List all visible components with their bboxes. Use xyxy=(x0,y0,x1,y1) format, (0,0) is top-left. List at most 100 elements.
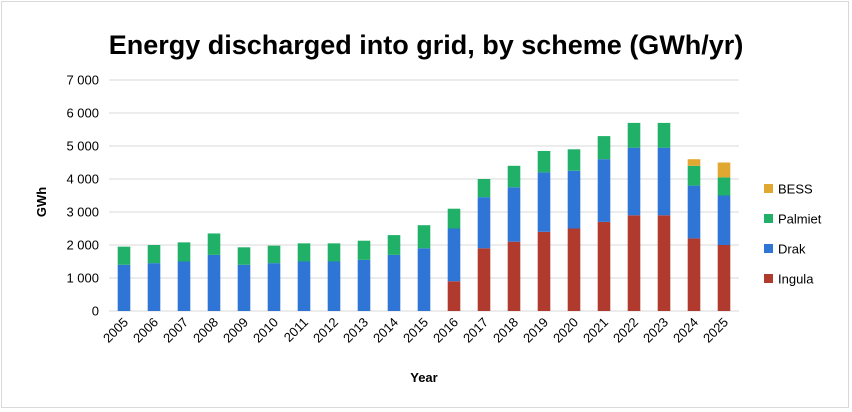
bar-ingula-2020 xyxy=(567,228,581,311)
bar-drak-2018 xyxy=(507,187,521,242)
y-tick-label: 7 000 xyxy=(66,73,99,88)
x-tick-label: 2015 xyxy=(400,315,431,346)
bar-ingula-2019 xyxy=(537,231,551,311)
y-tick-label: 2 000 xyxy=(66,238,99,253)
y-tick-label: 5 000 xyxy=(66,139,99,154)
bar-ingula-2022 xyxy=(627,215,641,311)
x-tick-label: 2019 xyxy=(520,315,551,346)
legend-swatch-drak xyxy=(764,244,773,253)
legend-label-palmiet: Palmiet xyxy=(778,212,822,227)
bar-drak-2014 xyxy=(387,254,401,311)
bar-ingula-2017 xyxy=(477,248,491,311)
bar-drak-2020 xyxy=(567,170,581,229)
x-tick-label: 2014 xyxy=(370,315,401,346)
x-tick-label: 2016 xyxy=(430,315,461,346)
bar-drak-2017 xyxy=(477,197,491,249)
x-tick-label: 2020 xyxy=(550,315,581,346)
bar-drak-2019 xyxy=(537,172,551,232)
bar-drak-2006 xyxy=(147,263,161,311)
bar-ingula-2016 xyxy=(447,281,461,311)
bar-drak-2023 xyxy=(657,147,671,216)
legend-swatch-palmiet xyxy=(764,214,773,223)
bar-ingula-2023 xyxy=(657,215,671,311)
bar-drak-2011 xyxy=(297,261,311,311)
bar-palmiet-2010 xyxy=(267,245,281,264)
legend-label-bess: BESS xyxy=(778,182,813,197)
bars xyxy=(117,122,731,311)
x-axis-label: Year xyxy=(410,370,437,385)
bar-drak-2013 xyxy=(357,259,371,311)
x-tick-label: 2011 xyxy=(281,315,311,345)
x-tick-label: 2007 xyxy=(160,315,191,346)
bar-palmiet-2014 xyxy=(387,235,401,255)
x-tick-label: 2009 xyxy=(220,315,251,346)
x-tick-label: 2021 xyxy=(580,315,611,346)
bar-palmiet-2016 xyxy=(447,208,461,229)
bar-palmiet-2011 xyxy=(297,243,311,262)
x-tick-label: 2013 xyxy=(340,315,371,346)
x-tick-label: 2024 xyxy=(670,315,701,346)
bar-bess-2025 xyxy=(717,162,731,178)
bar-palmiet-2015 xyxy=(417,225,431,249)
x-tick-label: 2006 xyxy=(130,315,161,346)
bar-palmiet-2021 xyxy=(597,136,611,160)
bar-palmiet-2023 xyxy=(657,122,671,148)
bar-palmiet-2009 xyxy=(237,247,251,265)
bar-palmiet-2008 xyxy=(207,233,221,255)
bar-ingula-2024 xyxy=(687,238,701,311)
legend-label-drak: Drak xyxy=(778,242,806,257)
x-tick-label: 2010 xyxy=(250,315,281,346)
x-tick-label: 2017 xyxy=(460,315,491,346)
bar-palmiet-2020 xyxy=(567,149,581,171)
bar-palmiet-2022 xyxy=(627,122,641,148)
bar-ingula-2021 xyxy=(597,221,611,311)
bar-palmiet-2005 xyxy=(117,246,131,265)
legend-swatch-ingula xyxy=(764,274,773,283)
bar-palmiet-2013 xyxy=(357,240,371,260)
bar-drak-2005 xyxy=(117,264,131,311)
bar-palmiet-2006 xyxy=(147,245,161,264)
bar-drak-2008 xyxy=(207,254,221,311)
bar-palmiet-2017 xyxy=(477,179,491,198)
x-tick-label: 2005 xyxy=(100,315,131,346)
y-tick-label: 3 000 xyxy=(66,205,99,220)
x-tick-label: 2012 xyxy=(310,315,341,346)
bar-drak-2015 xyxy=(417,248,431,311)
y-tick-label: 0 xyxy=(92,304,99,319)
bar-drak-2021 xyxy=(597,159,611,222)
bar-drak-2024 xyxy=(687,185,701,239)
y-tick-label: 4 000 xyxy=(66,172,99,187)
bar-palmiet-2024 xyxy=(687,165,701,186)
bar-palmiet-2007 xyxy=(177,242,191,262)
bar-drak-2016 xyxy=(447,228,461,282)
bar-ingula-2025 xyxy=(717,245,731,311)
legend-swatch-bess xyxy=(764,184,773,193)
bar-drak-2010 xyxy=(267,263,281,311)
y-tick-label: 1 000 xyxy=(66,271,99,286)
x-tick-label: 2023 xyxy=(640,315,671,346)
x-tick-label: 2025 xyxy=(700,315,731,346)
y-axis-label: GWh xyxy=(34,187,49,217)
y-axis-ticks: 0 1 000 2 000 3 000 4 000 5 000 6 000 7 000 xyxy=(66,73,99,319)
legend-label-ingula: Ingula xyxy=(778,272,814,287)
bar-drak-2007 xyxy=(177,261,191,311)
bar-palmiet-2018 xyxy=(507,165,521,188)
bar-ingula-2018 xyxy=(507,241,521,311)
chart-title: Energy discharged into grid, by scheme (… xyxy=(109,30,744,60)
bar-palmiet-2025 xyxy=(717,177,731,196)
y-tick-label: 6 000 xyxy=(66,106,99,121)
bar-palmiet-2019 xyxy=(537,150,551,173)
bar-bess-2024 xyxy=(687,159,701,166)
x-tick-label: 2018 xyxy=(490,315,521,346)
bar-drak-2012 xyxy=(327,261,341,311)
legend: BESS Palmiet Drak Ingula xyxy=(764,182,822,287)
x-tick-label: 2022 xyxy=(610,315,641,346)
bar-drak-2025 xyxy=(717,195,731,245)
bar-drak-2009 xyxy=(237,264,251,311)
bar-palmiet-2012 xyxy=(327,243,341,262)
x-tick-label: 2008 xyxy=(190,315,221,346)
bar-drak-2022 xyxy=(627,147,641,216)
